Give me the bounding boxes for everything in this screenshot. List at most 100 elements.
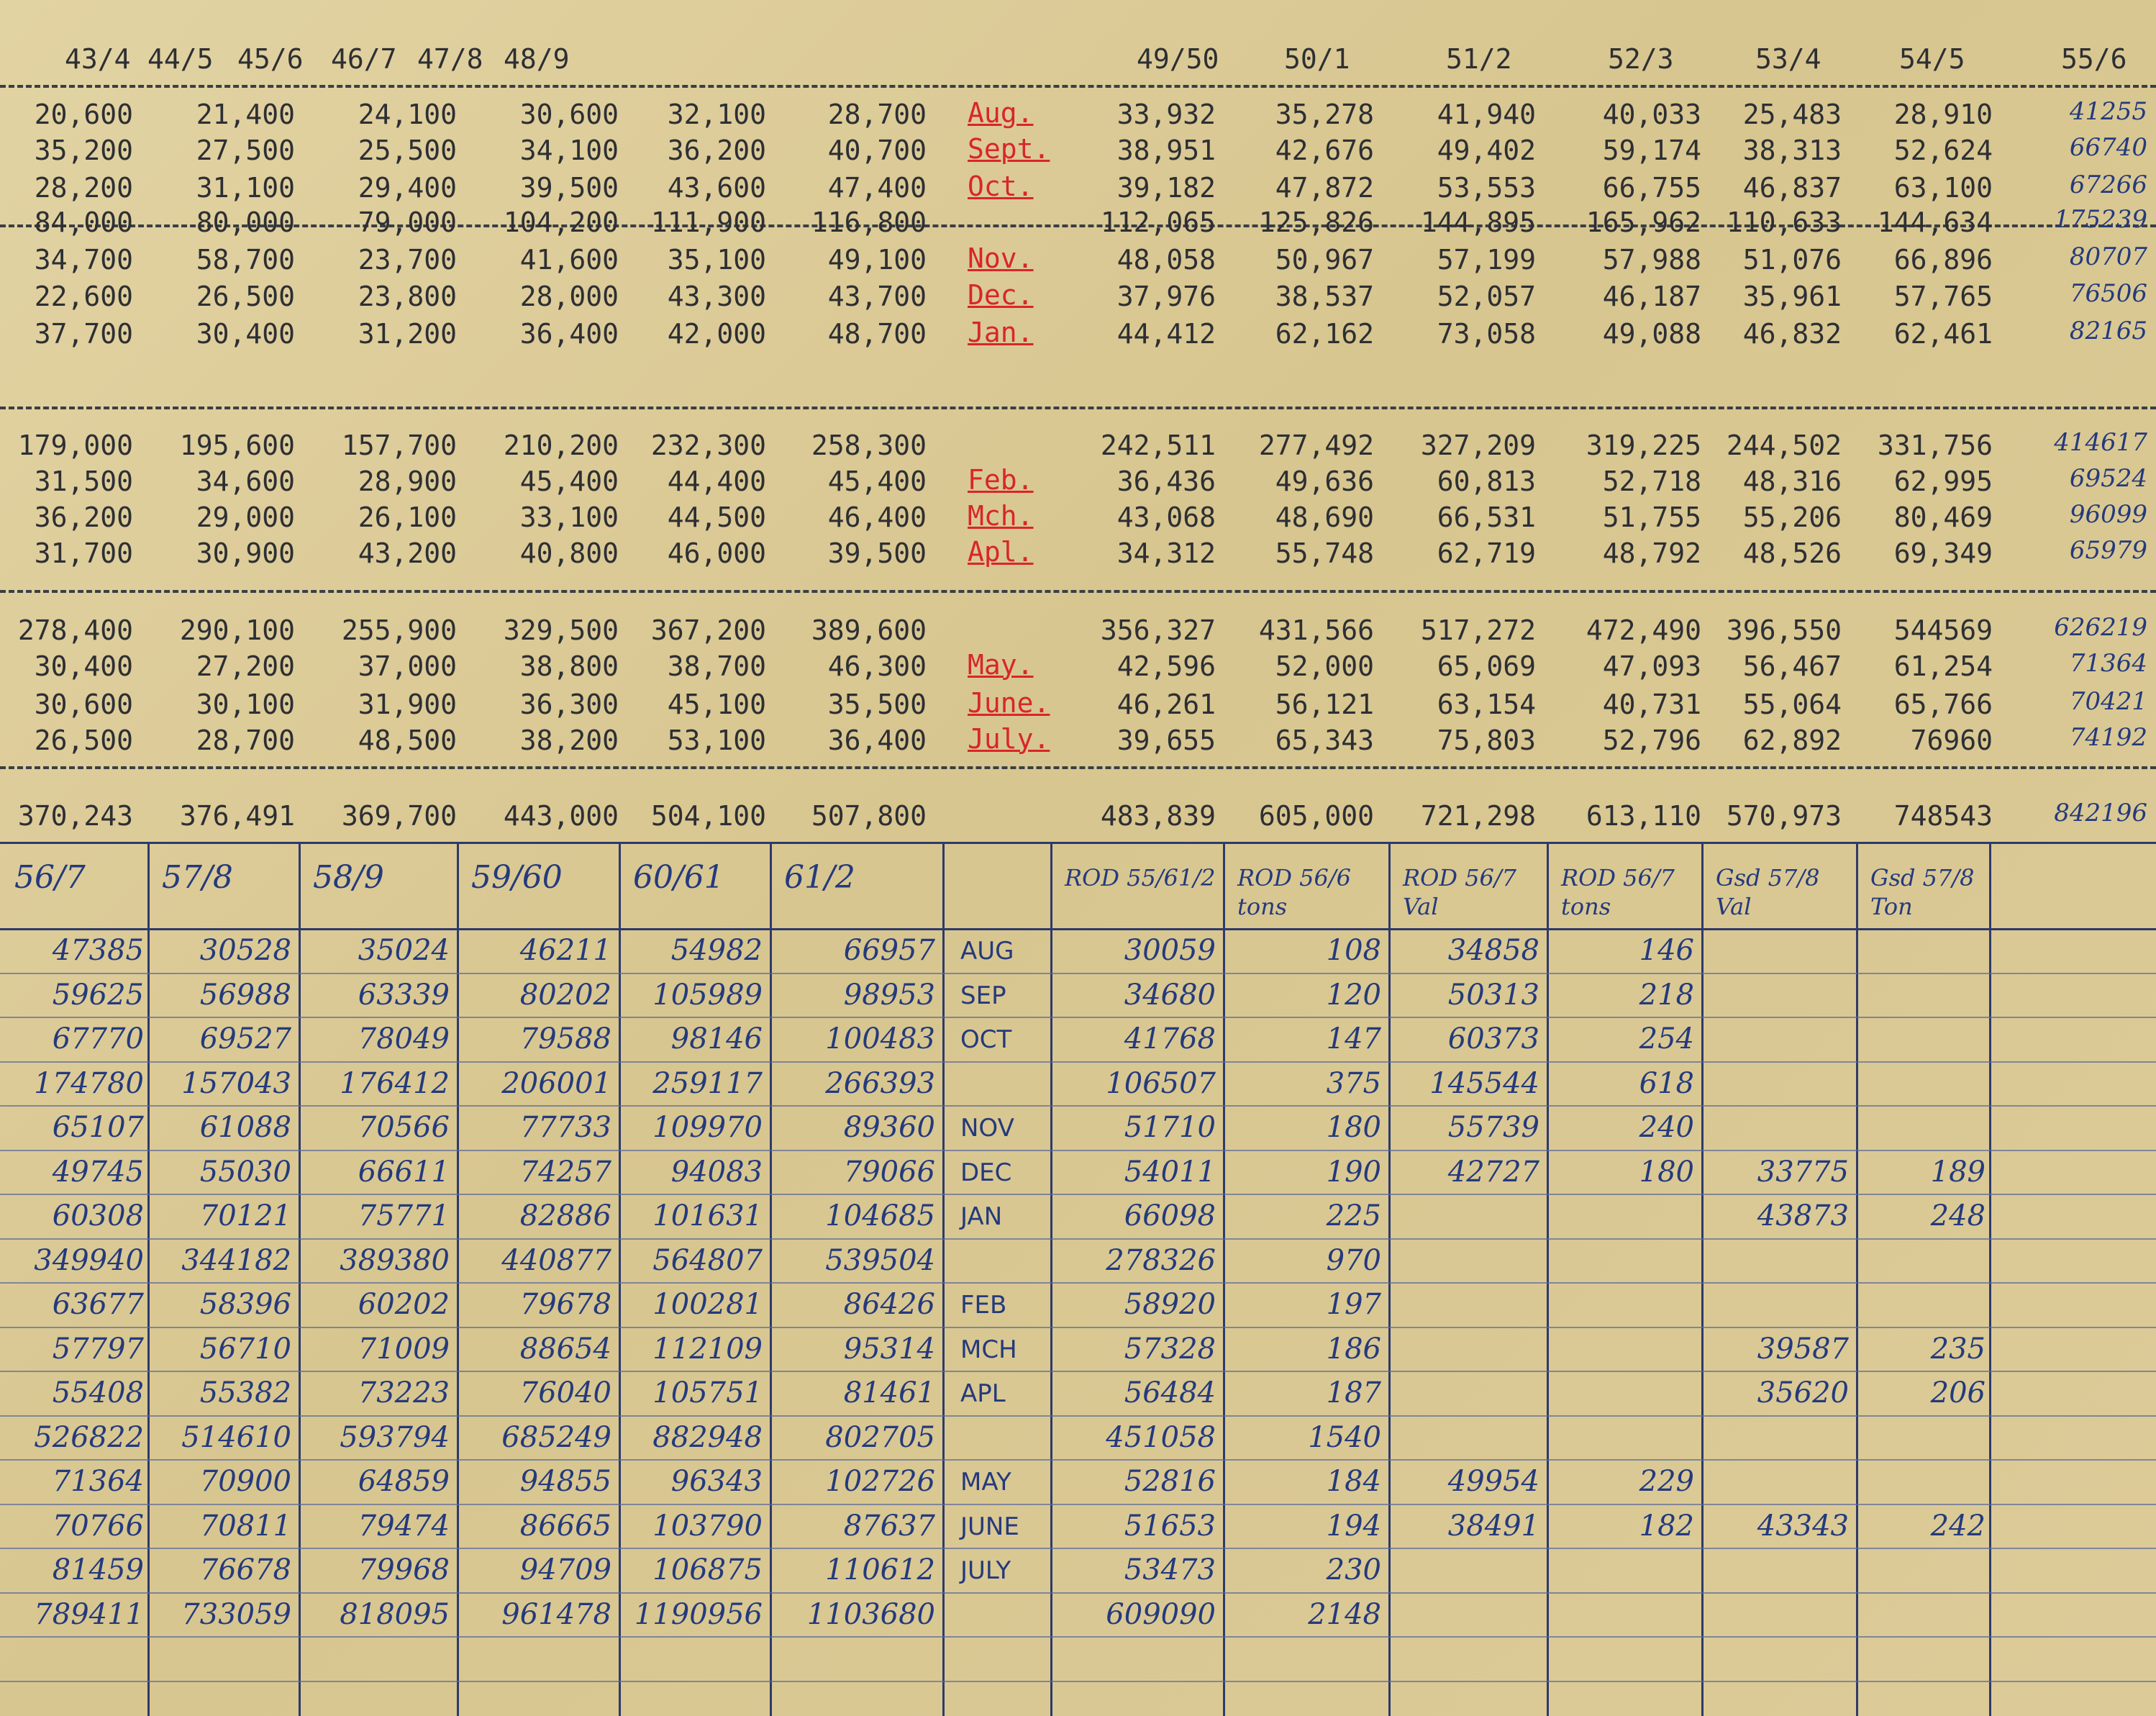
handwritten-cell: 79968 xyxy=(358,1553,450,1586)
typed-cell: 82165 xyxy=(2069,317,2147,345)
typed-cell: 33,932 xyxy=(1116,99,1216,130)
handwritten-cell: 54982 xyxy=(670,934,763,967)
typed-cell: 47,093 xyxy=(1602,650,1701,682)
grid-column-line xyxy=(1856,842,1858,1716)
handwritten-cell: 176412 xyxy=(340,1066,450,1100)
typed-cell: 40,800 xyxy=(519,537,619,569)
handwritten-cell: 58920 xyxy=(1124,1288,1216,1321)
handwritten-cell: 30528 xyxy=(199,934,291,967)
handwritten-cell: 242 xyxy=(1930,1509,1986,1543)
month-label: Nov. xyxy=(968,242,1034,274)
typed-cell: 65979 xyxy=(2069,536,2147,565)
grid-column-line xyxy=(299,842,301,1716)
typed-cell: 30,400 xyxy=(34,650,133,682)
typed-cell: 39,500 xyxy=(519,172,619,204)
grid-column-line xyxy=(942,842,945,1716)
typed-cell: 483,839 xyxy=(1100,800,1216,832)
typed-cell: 327,209 xyxy=(1420,430,1536,461)
typed-cell: 70421 xyxy=(2069,687,2147,716)
handwritten-month-label: AUG xyxy=(960,937,1014,966)
typed-cell: 49,088 xyxy=(1602,318,1701,350)
handwritten-cell: 56988 xyxy=(199,978,291,1012)
typed-cell: 62,461 xyxy=(1893,318,1993,350)
handwritten-cell: 180 xyxy=(1639,1155,1694,1189)
handwritten-cell: 30059 xyxy=(1124,934,1216,967)
handwritten-cell: 106507 xyxy=(1106,1066,1216,1100)
handwritten-cell: 71364 xyxy=(52,1465,144,1498)
grid-row-line xyxy=(0,1105,2156,1107)
handwritten-cell: 98953 xyxy=(843,978,935,1012)
typed-cell: 55,064 xyxy=(1742,689,1842,720)
grid-row-line xyxy=(0,1238,2156,1240)
typed-cell: 28,700 xyxy=(196,725,295,756)
handwritten-cell: 86665 xyxy=(519,1509,611,1543)
handwritten-column-header: 56/7 xyxy=(14,859,86,896)
typed-cell: 232,300 xyxy=(650,430,766,461)
handwritten-cell: 49745 xyxy=(52,1155,144,1189)
typed-cell: 43,600 xyxy=(667,172,766,204)
handwritten-cell: 78049 xyxy=(358,1022,450,1056)
typed-cell: 36,300 xyxy=(519,689,619,720)
handwritten-cell: 98146 xyxy=(670,1022,763,1056)
handwritten-cell: 733059 xyxy=(181,1597,291,1631)
typed-cell: 48,792 xyxy=(1602,537,1701,569)
typed-cell: 36,436 xyxy=(1116,466,1216,497)
typed-column-header: 43/4 xyxy=(65,43,131,75)
handwritten-cell: 105989 xyxy=(652,978,763,1012)
typed-cell: 278,400 xyxy=(17,614,133,646)
typed-cell: 53,100 xyxy=(667,725,766,756)
grid-row-line xyxy=(0,1149,2156,1151)
handwritten-cell: 1103680 xyxy=(806,1597,935,1631)
typed-cell: 31,500 xyxy=(34,466,133,497)
typed-column-header: 45/6 xyxy=(237,43,304,75)
typed-cell: 52,718 xyxy=(1602,466,1701,497)
handwritten-cell: 593794 xyxy=(340,1420,450,1454)
handwritten-cell: 77733 xyxy=(519,1111,611,1144)
handwritten-cell: 61088 xyxy=(199,1111,291,1144)
handwritten-month-label: FEB xyxy=(960,1291,1007,1320)
typed-cell: 74192 xyxy=(2069,723,2147,752)
typed-cell: 41,940 xyxy=(1437,99,1536,130)
typed-cell: 721,298 xyxy=(1420,800,1536,832)
handwritten-month-label: JULY xyxy=(960,1556,1011,1585)
grid-column-line xyxy=(1050,842,1052,1716)
typed-cell: 165,962 xyxy=(1586,206,1701,238)
typed-cell: 46,832 xyxy=(1742,318,1842,350)
month-label: June. xyxy=(968,687,1050,719)
handwritten-cell: 59625 xyxy=(52,978,144,1012)
section-divider xyxy=(0,224,2156,227)
typed-cell: 504,100 xyxy=(650,800,766,832)
handwritten-cell: 186 xyxy=(1326,1332,1381,1366)
grid-header-line xyxy=(0,928,2156,930)
handwritten-cell: 189 xyxy=(1930,1155,1986,1189)
typed-cell: 44,412 xyxy=(1116,318,1216,350)
handwritten-cell: 230 xyxy=(1326,1553,1381,1586)
typed-cell: 43,300 xyxy=(667,281,766,312)
handwritten-cell: 60202 xyxy=(358,1288,450,1321)
handwritten-cell: 375 xyxy=(1326,1066,1381,1100)
typed-cell: 20,600 xyxy=(34,99,133,130)
grid-row-line xyxy=(0,1592,2156,1594)
handwritten-cell: 259117 xyxy=(652,1066,763,1100)
handwritten-month-label: NOV xyxy=(960,1114,1014,1143)
typed-cell: 28,200 xyxy=(34,172,133,204)
handwritten-cell: 157043 xyxy=(181,1066,291,1100)
handwritten-cell: 55030 xyxy=(199,1155,291,1189)
typed-cell: 76506 xyxy=(2069,279,2147,308)
typed-cell: 42,676 xyxy=(1275,135,1374,166)
typed-cell: 277,492 xyxy=(1258,430,1374,461)
handwritten-cell: 146 xyxy=(1639,934,1694,967)
typed-cell: 66,755 xyxy=(1602,172,1701,204)
typed-cell: 48,058 xyxy=(1116,244,1216,276)
grid-row-line xyxy=(0,1636,2156,1638)
handwritten-month-label: APL xyxy=(960,1379,1006,1408)
typed-cell: 369,700 xyxy=(341,800,457,832)
handwritten-cell: 184 xyxy=(1326,1465,1381,1498)
handwritten-cell: 66957 xyxy=(843,934,935,967)
typed-cell: 62,162 xyxy=(1275,318,1374,350)
handwritten-cell: 58396 xyxy=(199,1288,291,1321)
handwritten-cell: 112109 xyxy=(652,1332,763,1366)
handwritten-column-header: 61/2 xyxy=(784,859,855,896)
typed-cell: 43,200 xyxy=(358,537,457,569)
handwritten-cell: 70900 xyxy=(199,1465,291,1498)
